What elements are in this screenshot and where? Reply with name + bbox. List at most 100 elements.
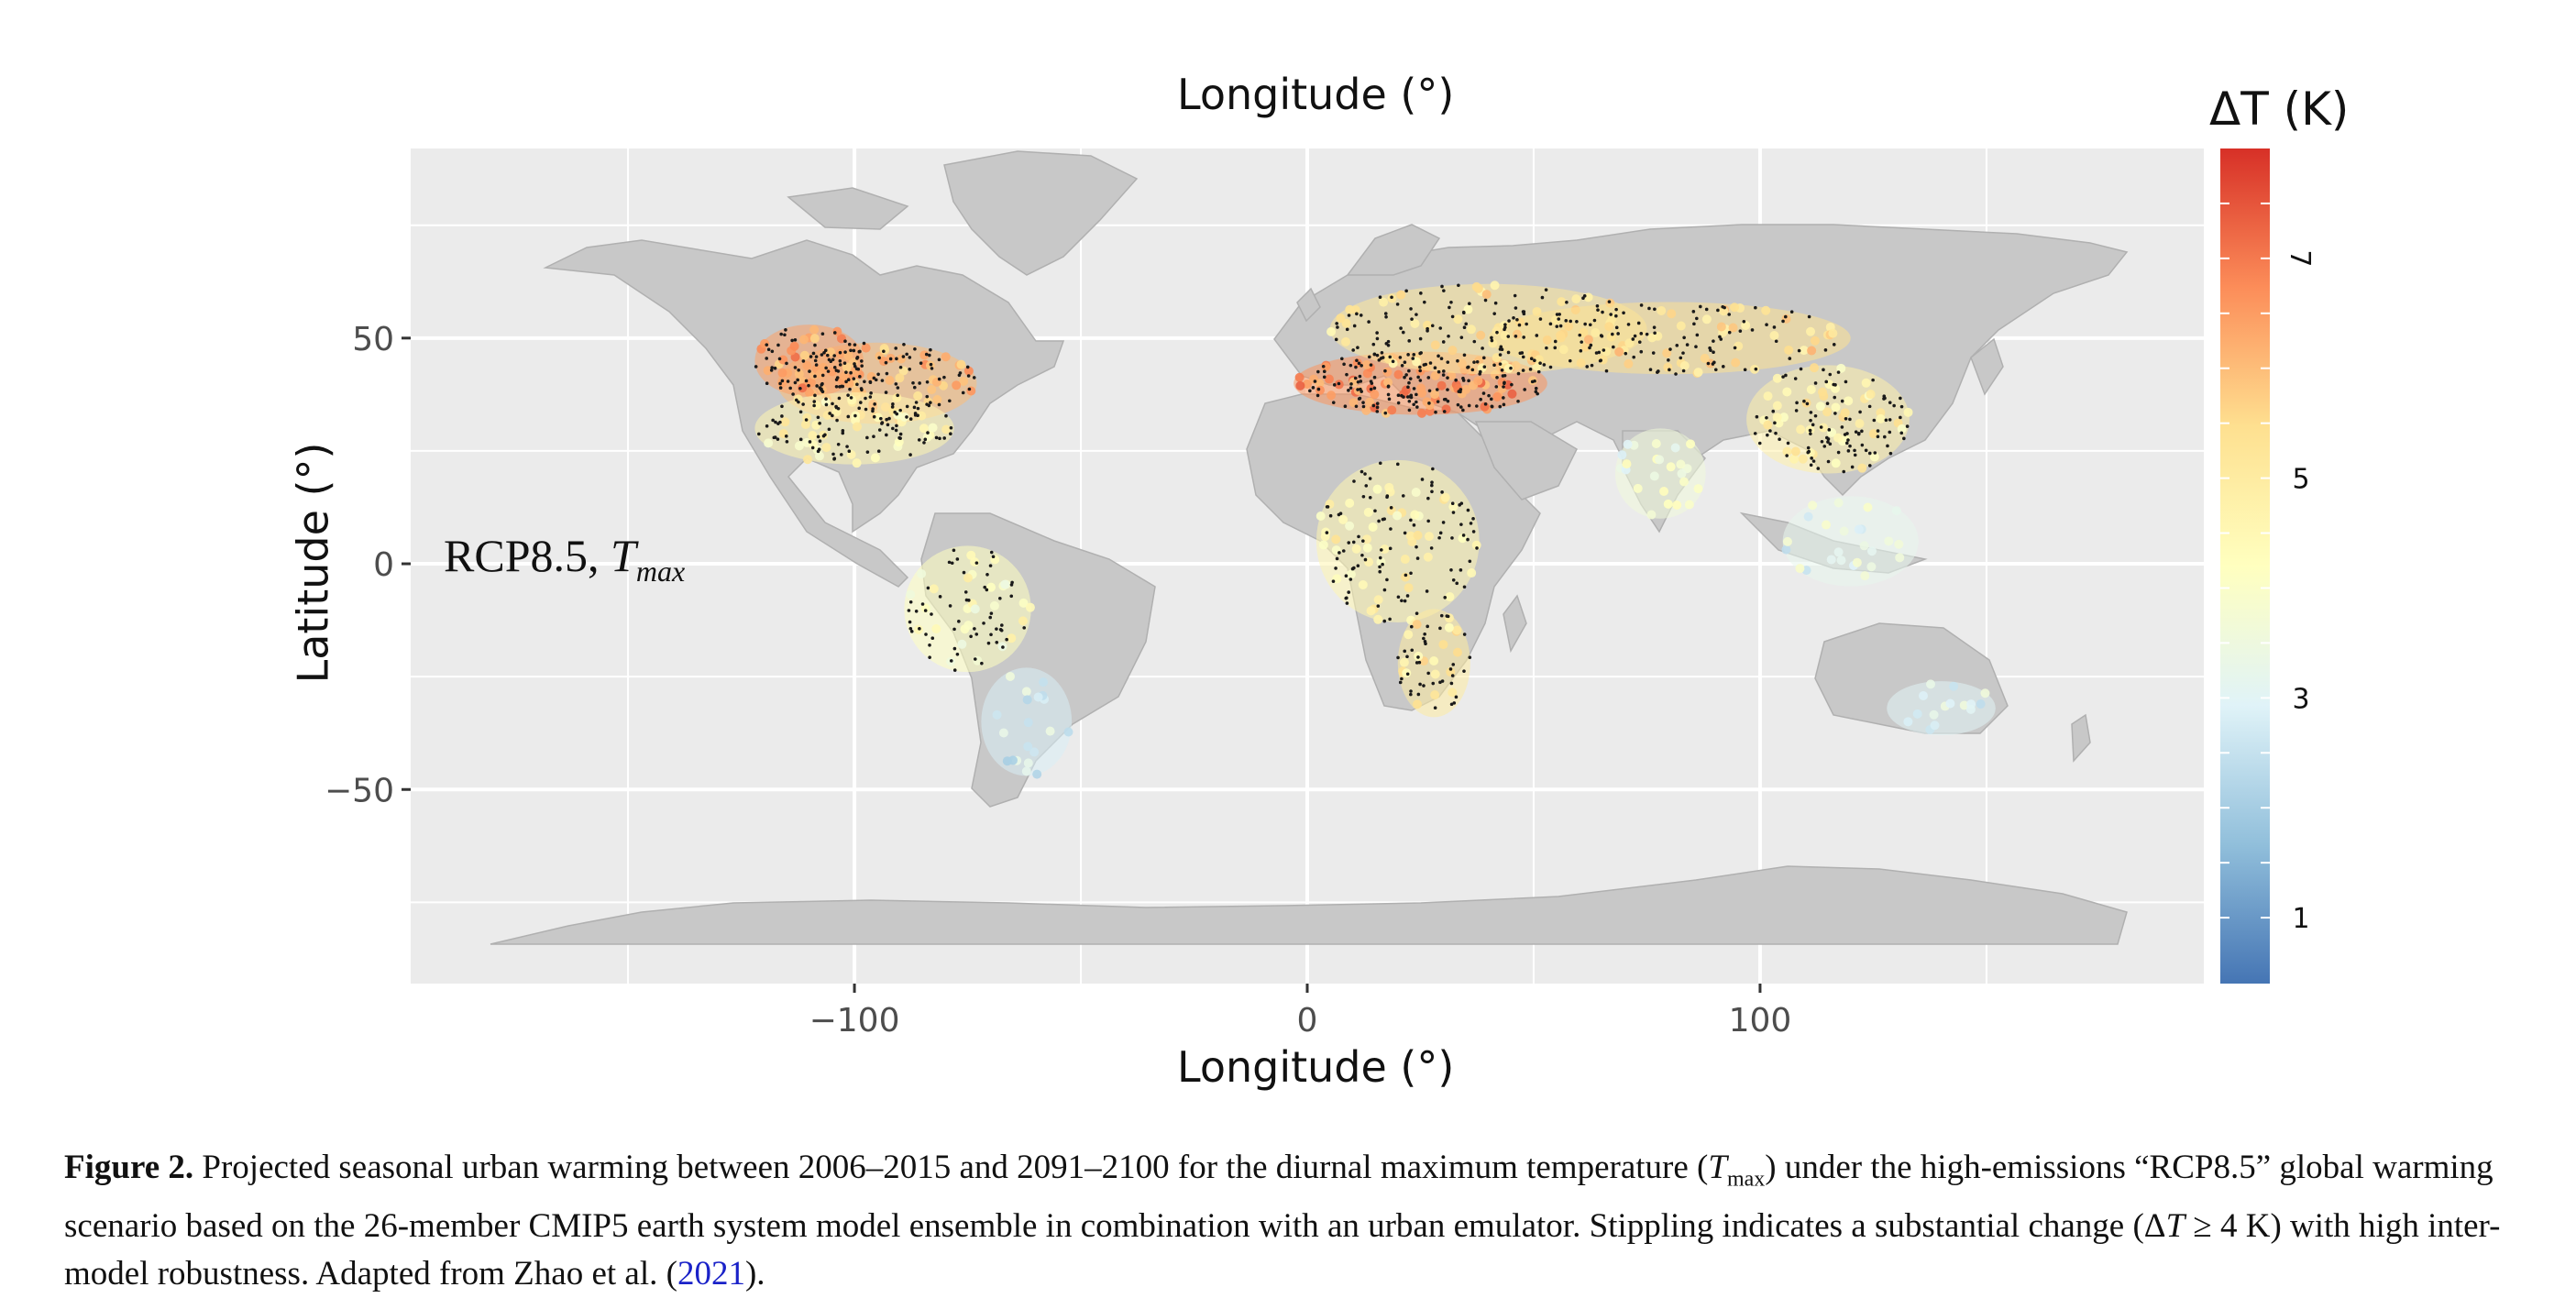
stipple-dot [1498,362,1503,366]
stipple-dot [1441,340,1446,344]
stipple-dot [1331,579,1336,583]
stipple-dot [860,364,864,368]
stipple-dot [840,384,843,389]
stipple-dot [1712,339,1715,343]
stipple-dot [912,385,917,390]
stipple-dot [1499,345,1503,349]
stipple-dot [1786,441,1790,446]
stipple-dot [1436,400,1440,403]
warming-cell [1025,602,1035,612]
warming-cell [1400,555,1410,565]
stipple-dot [1406,353,1410,357]
warming-cell [1679,477,1690,487]
warming-cell [1903,717,1913,727]
stipple-dot [1356,380,1360,384]
warming-cell [803,455,813,465]
stipple-dot [1415,392,1418,397]
stipple-dot [872,376,876,380]
stipple-dot [955,652,960,656]
stipple-dot [1471,530,1476,534]
stipple-dot [1544,288,1548,292]
warming-cell [963,366,974,376]
stipple-dot [898,365,903,369]
warming-cell [1294,372,1305,382]
caption-reference-link[interactable]: 2021 [677,1255,745,1293]
warming-cell [1373,595,1383,605]
warming-cell [1039,677,1049,688]
stipple-dot [963,590,968,594]
stipple-dot [1475,359,1480,364]
land-arctic-islands [787,187,909,230]
stipple-dot [929,401,932,405]
stipple-dot [835,418,839,423]
stipple-dot [930,367,934,370]
stipple-dot [824,402,829,407]
stipple-dot [989,632,993,637]
stipple-dot [1472,339,1477,344]
stipple-dot [929,362,933,367]
stipple-dot [1360,469,1364,474]
warming-cell [1976,698,1986,709]
stipple-dot [1455,581,1459,586]
warming-cell [820,397,831,407]
stipple-dot [1423,632,1426,636]
stipple-dot [874,378,878,382]
stipple-dot [1361,401,1365,404]
stipple-dot [770,366,774,369]
stipple-dot [1415,313,1418,316]
warming-cell [1351,544,1361,554]
stipple-dot [1316,387,1321,391]
stipple-dot [974,632,979,636]
stipple-dot [1466,537,1470,542]
stipple-dot [1415,661,1419,665]
warming-cell [1033,692,1043,702]
warming-cell [1315,385,1325,395]
stipple-dot [1840,425,1844,429]
stipple-dot [837,396,842,401]
stipple-dot [1502,385,1505,389]
stipple-dot [1422,363,1426,367]
stipple-dot [1400,393,1404,398]
stipple-dot [1632,355,1636,359]
stipple-dot [918,381,921,385]
stipple-dot [1856,432,1861,436]
stipple-dot [1353,376,1358,380]
warming-cell [1761,305,1771,315]
stipple-dot [986,641,991,645]
stipple-dot [1430,490,1434,494]
stipple-dot [1860,443,1865,447]
stipple-dot [814,355,819,358]
stipple-dot [778,386,783,390]
stipple-dot [841,429,845,433]
stipple-dot [1774,339,1778,344]
warming-cell [1781,544,1791,555]
y-tick-label: −50 [325,772,394,809]
warming-cell [917,568,927,578]
stipple-dot [1412,353,1416,357]
stipple-dot [783,333,787,337]
caption-label: Figure 2. [64,1149,194,1186]
stipple-dot [1569,319,1573,324]
warming-cell [1018,598,1029,608]
warming-cell [1368,522,1378,532]
stipple-dot [1395,302,1400,306]
stipple-dot [1645,332,1649,336]
warming-cell [1822,520,1832,530]
stipple-dot [1668,347,1672,351]
warming-cell [1633,483,1643,493]
stipple-dot [1516,399,1520,403]
warming-cell [963,621,974,631]
stipple-dot [846,414,851,419]
stipple-dot [847,342,852,346]
warming-cell [1624,338,1635,348]
warming-cell [1452,647,1462,657]
stipple-dot [1416,655,1420,659]
stipple-dot [1848,417,1852,422]
stipple-dot [1389,506,1393,510]
warming-cell [842,362,852,372]
stipple-dot [1373,509,1377,513]
warming-cell [852,458,862,468]
stipple-dot [834,405,839,410]
stipple-dot [998,596,1002,600]
stipple-dot [1487,393,1491,398]
